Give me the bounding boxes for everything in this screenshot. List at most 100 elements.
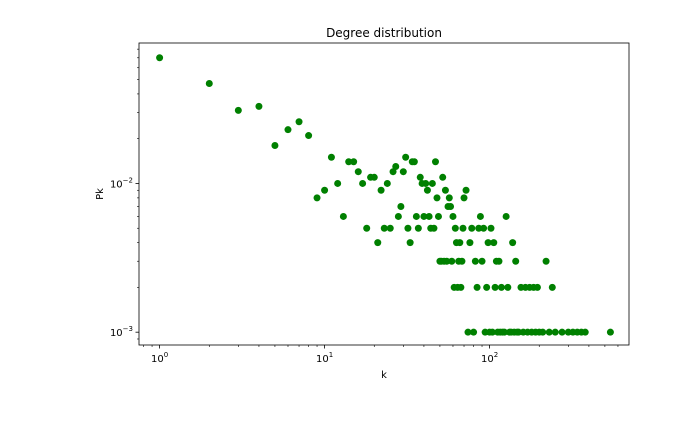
major-ticks: 100 101 102 10−3 10−2 (110, 176, 498, 365)
data-point (459, 224, 467, 232)
data-point (500, 328, 508, 336)
data-point (406, 239, 414, 247)
data-point (423, 186, 431, 194)
data-point (448, 257, 456, 265)
data-point (509, 239, 517, 247)
data-point (410, 158, 418, 166)
data-point (504, 283, 512, 291)
data-point (449, 212, 457, 220)
data-point (425, 212, 433, 220)
data-point (456, 239, 464, 247)
data-point (439, 173, 447, 181)
data-point (402, 153, 410, 161)
data-point (512, 257, 520, 265)
data-point (359, 179, 367, 187)
data-point (447, 203, 455, 210)
data-point (284, 126, 292, 134)
data-point (397, 203, 405, 210)
data-point (502, 212, 510, 220)
x-tick-label: 102 (481, 351, 498, 365)
data-point (392, 163, 400, 171)
data-point (490, 239, 498, 247)
data-point (476, 212, 484, 220)
data-point (495, 257, 503, 265)
data-point (581, 328, 589, 336)
data-point (558, 328, 566, 336)
data-point (548, 283, 556, 291)
data-point (416, 173, 424, 181)
data-point (545, 328, 553, 336)
data-point (271, 142, 279, 149)
data-point (497, 283, 505, 291)
data-point (156, 54, 164, 62)
data-point (480, 224, 488, 232)
data-point (350, 158, 358, 166)
data-point (488, 328, 496, 336)
scatter-points (156, 54, 614, 336)
data-point (471, 257, 479, 265)
data-point (431, 158, 439, 166)
data-point (542, 257, 550, 265)
data-point (412, 212, 420, 220)
plot-area-frame (138, 42, 630, 346)
data-point (457, 283, 465, 291)
y-tick-label: 10−3 (110, 325, 133, 339)
data-point (377, 186, 385, 194)
data-point (491, 283, 499, 291)
data-point (458, 257, 466, 265)
data-point (313, 194, 321, 202)
data-point (470, 328, 478, 336)
data-point (487, 224, 495, 232)
data-point (484, 239, 492, 247)
data-point (339, 212, 347, 220)
data-point (533, 283, 541, 291)
data-point (234, 106, 242, 114)
data-point (205, 80, 213, 88)
data-point (420, 212, 428, 220)
data-point (354, 168, 362, 176)
y-axis-label: Pk (95, 188, 106, 200)
data-point (430, 224, 438, 232)
data-point (295, 118, 303, 126)
data-point (334, 179, 342, 187)
data-point (466, 239, 474, 247)
data-point (389, 168, 397, 176)
data-point (451, 224, 459, 232)
data-point (434, 212, 442, 220)
data-point (475, 224, 483, 232)
chart-title: Degree distribution (326, 26, 442, 40)
x-tick-label: 100 (151, 351, 168, 365)
data-point (551, 328, 559, 336)
data-point (462, 186, 470, 194)
data-point (305, 132, 313, 140)
y-tick-label: 10−2 (110, 176, 133, 190)
data-point (539, 328, 547, 336)
data-point (478, 257, 486, 265)
x-axis-label: k (381, 370, 387, 381)
data-point (414, 224, 422, 232)
data-point (483, 283, 491, 291)
data-point (428, 179, 436, 187)
data-point (473, 283, 481, 291)
data-point (464, 328, 472, 336)
data-point (606, 328, 614, 336)
data-point (460, 194, 468, 202)
data-point (445, 194, 453, 202)
x-tick-label: 101 (316, 351, 333, 365)
data-point (394, 212, 402, 220)
data-point (345, 158, 353, 166)
data-point (380, 224, 388, 232)
data-point (363, 224, 371, 232)
data-point (321, 186, 329, 194)
data-point (383, 179, 391, 187)
data-point (370, 173, 378, 181)
data-point (441, 186, 449, 194)
data-point (399, 168, 407, 176)
data-point (443, 257, 451, 265)
data-point (255, 102, 263, 110)
data-point (374, 239, 382, 247)
data-point (468, 224, 476, 232)
data-point (433, 194, 441, 202)
data-point (404, 224, 412, 232)
